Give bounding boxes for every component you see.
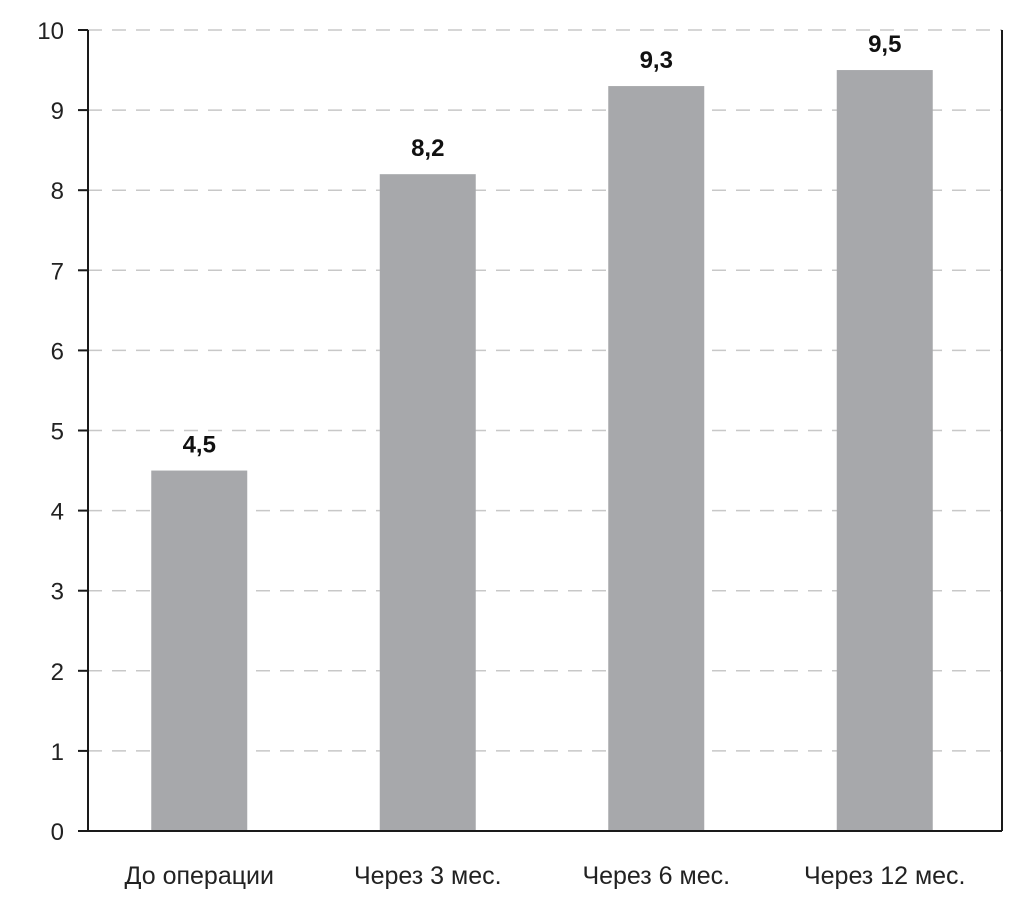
bar-value-label: 9,5 <box>868 31 901 58</box>
y-tick-label: 4 <box>51 499 64 526</box>
y-tick-label: 6 <box>51 338 64 365</box>
bar-value-label: 8,2 <box>411 135 444 162</box>
y-tick-label: 9 <box>51 98 64 125</box>
y-tick-label: 8 <box>51 178 64 205</box>
data-labels: 4,5 8,2 9,3 9,5 <box>183 31 902 459</box>
x-category-label: Через 3 мес. <box>354 862 502 890</box>
y-tick-label: 7 <box>51 258 64 285</box>
y-tick-label: 1 <box>51 739 64 766</box>
x-category-label: Через 6 мес. <box>582 862 730 890</box>
y-tick-labels: 0 1 2 3 4 5 6 7 8 9 10 <box>37 18 64 846</box>
bar <box>836 70 933 832</box>
y-tick-label: 0 <box>51 819 64 846</box>
y-tick-label: 10 <box>37 18 64 45</box>
y-tick-label: 2 <box>51 659 64 686</box>
y-tick-label: 3 <box>51 579 64 606</box>
bars <box>151 70 933 832</box>
x-category-label: Через 12 мес. <box>804 862 966 890</box>
axes <box>78 29 1003 832</box>
bar-value-label: 4,5 <box>183 432 216 459</box>
x-category-label: До операции <box>125 862 274 890</box>
x-category-labels: До операции Через 3 мес. Через 6 мес. Через… <box>125 862 966 890</box>
bar <box>151 470 248 831</box>
y-tick-label: 5 <box>51 419 64 446</box>
bar-value-label: 9,3 <box>640 47 673 74</box>
bar <box>608 86 705 831</box>
bar <box>379 174 476 831</box>
